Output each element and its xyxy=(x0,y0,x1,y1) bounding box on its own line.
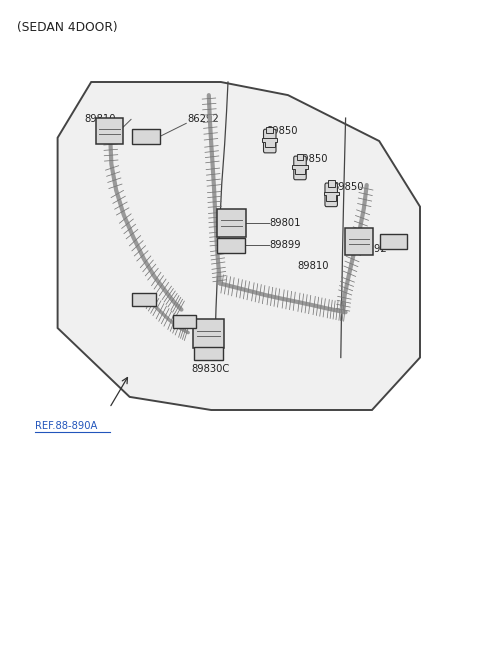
FancyBboxPatch shape xyxy=(325,183,337,207)
Text: 89850: 89850 xyxy=(332,182,364,192)
Text: REF.88-890A: REF.88-890A xyxy=(35,421,97,432)
Text: 89899: 89899 xyxy=(270,240,301,251)
FancyBboxPatch shape xyxy=(294,156,306,180)
FancyBboxPatch shape xyxy=(132,129,160,144)
Polygon shape xyxy=(324,192,339,201)
Text: 89850: 89850 xyxy=(297,154,328,165)
FancyBboxPatch shape xyxy=(380,234,407,249)
Text: (SEDAN 4DOOR): (SEDAN 4DOOR) xyxy=(17,21,118,34)
Polygon shape xyxy=(292,165,308,174)
FancyBboxPatch shape xyxy=(328,180,335,187)
FancyBboxPatch shape xyxy=(217,237,245,253)
Text: 89850: 89850 xyxy=(266,126,298,136)
FancyBboxPatch shape xyxy=(132,293,156,306)
FancyBboxPatch shape xyxy=(297,154,303,160)
FancyBboxPatch shape xyxy=(266,127,273,133)
Text: 86292: 86292 xyxy=(355,244,387,255)
Polygon shape xyxy=(262,138,277,147)
FancyBboxPatch shape xyxy=(264,129,276,153)
FancyBboxPatch shape xyxy=(173,315,196,328)
Text: 86292: 86292 xyxy=(187,114,219,125)
FancyBboxPatch shape xyxy=(345,228,373,255)
FancyBboxPatch shape xyxy=(217,209,246,237)
Text: 89830C: 89830C xyxy=(191,363,229,374)
Text: 89801: 89801 xyxy=(270,218,301,228)
Text: 89810: 89810 xyxy=(84,114,116,125)
FancyBboxPatch shape xyxy=(96,118,123,144)
Polygon shape xyxy=(58,82,420,410)
Text: 89810: 89810 xyxy=(298,261,329,272)
FancyBboxPatch shape xyxy=(194,347,223,360)
FancyBboxPatch shape xyxy=(193,319,224,348)
